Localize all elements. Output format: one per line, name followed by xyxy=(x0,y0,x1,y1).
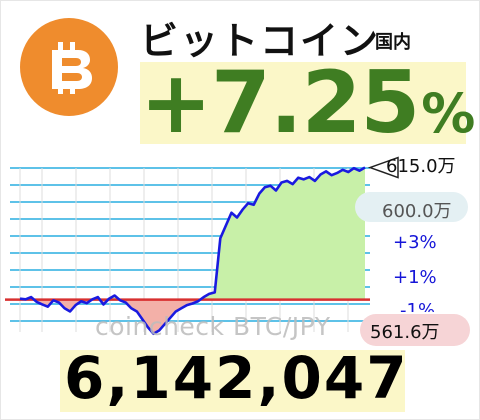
price-line xyxy=(19,166,366,336)
mid-price-label: 600.0万 xyxy=(382,201,452,222)
current-price: 6,142,047 xyxy=(64,344,409,412)
minus1-label: -1% xyxy=(400,300,436,312)
price-highlight xyxy=(60,350,405,412)
region-label: 国内 xyxy=(375,32,411,53)
change-value: +7.25 xyxy=(140,53,420,153)
change-highlight xyxy=(140,62,466,144)
min-price-label: 561.6万 xyxy=(370,322,440,343)
coin-title: ビットコイン xyxy=(140,19,381,63)
current-price-marker xyxy=(367,156,399,179)
plus3-label: +3% xyxy=(393,232,437,253)
exchange-watermark: coincheck BTC/JPY xyxy=(95,312,331,341)
change-unit: % xyxy=(421,82,476,145)
price-chart xyxy=(5,156,399,336)
area-gain xyxy=(20,167,365,300)
min-label-bg xyxy=(360,314,470,346)
bitcoin-icon xyxy=(20,18,118,116)
change-percent: +7.25% xyxy=(140,48,475,169)
plus1-label: +1% xyxy=(393,267,437,288)
max-price-label: 615.0万 xyxy=(386,156,456,177)
mid-label-bg xyxy=(355,192,468,222)
